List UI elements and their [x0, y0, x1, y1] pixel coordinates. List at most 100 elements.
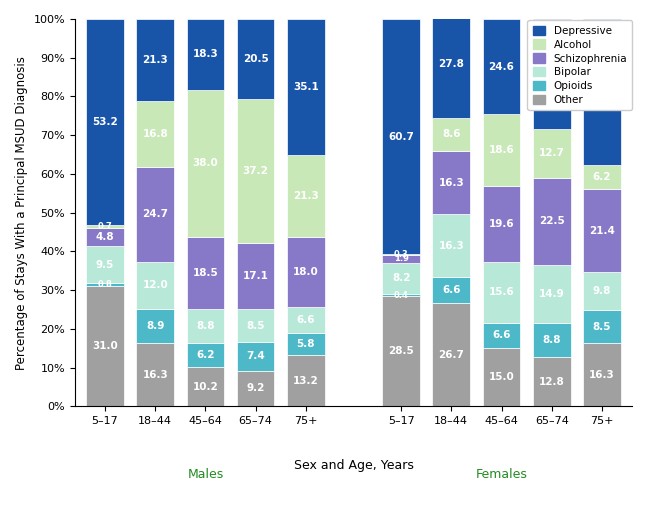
Bar — [287, 237, 325, 307]
Bar — [382, 255, 420, 263]
Text: 17.1: 17.1 — [243, 271, 269, 281]
Bar — [583, 343, 620, 406]
Text: 27.8: 27.8 — [439, 59, 465, 69]
Bar — [533, 323, 571, 357]
Bar — [86, 286, 124, 406]
Text: 18.5: 18.5 — [193, 268, 218, 278]
Text: 6.6: 6.6 — [492, 331, 510, 340]
Bar — [186, 309, 225, 343]
Text: 14.9: 14.9 — [539, 289, 565, 299]
Text: 0.7: 0.7 — [98, 222, 113, 231]
Text: 6.2: 6.2 — [593, 172, 611, 182]
Text: 10.2: 10.2 — [193, 381, 218, 391]
Bar — [137, 309, 174, 343]
Text: 9.5: 9.5 — [96, 260, 115, 270]
Y-axis label: Percentage of Stays With a Principal MSUD Diagnosis: Percentage of Stays With a Principal MSU… — [15, 56, 28, 370]
Text: 8.5: 8.5 — [247, 321, 265, 331]
Bar — [483, 186, 520, 262]
Bar — [137, 19, 174, 102]
Bar — [483, 262, 520, 323]
Text: 21.3: 21.3 — [142, 55, 168, 65]
Bar — [533, 129, 571, 178]
Text: 20.5: 20.5 — [243, 54, 269, 64]
Bar — [137, 102, 174, 167]
Text: 18.3: 18.3 — [193, 49, 218, 60]
Bar — [237, 99, 274, 243]
Bar — [237, 309, 274, 342]
Text: 9.8: 9.8 — [593, 286, 611, 296]
Text: 5.8: 5.8 — [296, 339, 315, 349]
Text: 13.2: 13.2 — [293, 376, 318, 386]
Bar — [432, 214, 470, 277]
Bar — [382, 254, 420, 255]
Text: 16.3: 16.3 — [439, 177, 464, 188]
Bar — [237, 342, 274, 371]
Text: 12.7: 12.7 — [539, 148, 565, 158]
Text: 8.2: 8.2 — [392, 274, 410, 283]
Bar — [432, 277, 470, 303]
Text: 8.9: 8.9 — [146, 321, 164, 331]
Text: 12.0: 12.0 — [142, 280, 168, 291]
Bar — [483, 323, 520, 348]
Bar — [533, 265, 571, 323]
Text: 15.6: 15.6 — [488, 288, 514, 297]
Bar — [583, 189, 620, 272]
Text: 9.2: 9.2 — [247, 384, 265, 393]
Text: 28.5: 28.5 — [388, 346, 414, 356]
Text: 4.8: 4.8 — [96, 232, 115, 242]
Bar — [287, 333, 325, 355]
Text: 18.0: 18.0 — [293, 267, 318, 277]
Text: 26.7: 26.7 — [439, 350, 465, 360]
Text: 38.0: 38.0 — [193, 158, 218, 169]
Bar — [186, 90, 225, 237]
Text: 1.9: 1.9 — [393, 254, 408, 264]
Bar — [382, 263, 420, 294]
Bar — [432, 151, 470, 214]
Text: 0.4: 0.4 — [393, 291, 408, 299]
Bar — [237, 19, 274, 99]
Bar — [483, 19, 520, 114]
Text: 16.3: 16.3 — [589, 370, 615, 380]
Bar — [432, 303, 470, 406]
Bar — [382, 19, 420, 254]
Bar — [583, 310, 620, 343]
Text: 24.7: 24.7 — [142, 209, 168, 220]
Bar — [432, 10, 470, 118]
Bar — [186, 237, 225, 309]
Bar — [237, 243, 274, 309]
Text: Males: Males — [187, 468, 223, 481]
Text: 21.4: 21.4 — [589, 226, 615, 236]
Text: 31.0: 31.0 — [92, 342, 118, 351]
Text: 37.9: 37.9 — [589, 87, 615, 97]
Text: 12.8: 12.8 — [539, 376, 565, 387]
Bar — [137, 343, 174, 406]
Bar — [583, 272, 620, 310]
Text: 16.3: 16.3 — [439, 241, 464, 251]
Bar — [483, 348, 520, 406]
Text: 28.3: 28.3 — [539, 69, 565, 79]
Legend: Depressive, Alcohol, Schizophrenia, Bipolar, Opioids, Other: Depressive, Alcohol, Schizophrenia, Bipo… — [527, 20, 632, 111]
Bar — [186, 367, 225, 406]
Text: 6.2: 6.2 — [196, 350, 215, 360]
Bar — [86, 247, 124, 283]
Text: 22.5: 22.5 — [539, 216, 565, 226]
Text: 0.3: 0.3 — [394, 250, 408, 259]
Text: 6.6: 6.6 — [296, 315, 315, 325]
Bar — [382, 294, 420, 296]
Bar — [137, 262, 174, 309]
Bar — [287, 19, 325, 155]
Bar — [186, 19, 225, 90]
Bar — [533, 178, 571, 265]
Bar — [382, 296, 420, 406]
Text: 8.5: 8.5 — [593, 322, 611, 332]
Bar — [483, 114, 520, 186]
Text: 19.6: 19.6 — [488, 219, 514, 229]
Text: 53.2: 53.2 — [92, 117, 118, 127]
Text: 60.7: 60.7 — [388, 131, 414, 142]
Text: 8.8: 8.8 — [196, 321, 215, 331]
X-axis label: Sex and Age, Years: Sex and Age, Years — [294, 459, 413, 472]
Bar — [287, 155, 325, 237]
Text: 18.6: 18.6 — [488, 145, 514, 155]
Text: 7.4: 7.4 — [247, 351, 265, 361]
Text: 16.3: 16.3 — [142, 370, 168, 380]
